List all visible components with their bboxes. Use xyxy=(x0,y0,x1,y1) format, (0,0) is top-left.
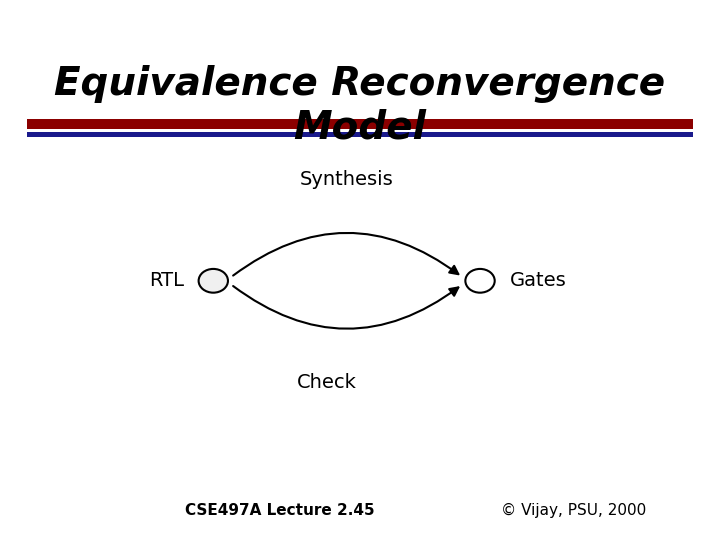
FancyBboxPatch shape xyxy=(27,119,693,129)
Circle shape xyxy=(199,269,228,293)
Text: Equivalence Reconvergence
Model: Equivalence Reconvergence Model xyxy=(55,65,665,147)
Text: Check: Check xyxy=(297,373,356,392)
Text: CSE497A Lecture 2.45: CSE497A Lecture 2.45 xyxy=(185,503,375,518)
Text: © Vijay, PSU, 2000: © Vijay, PSU, 2000 xyxy=(501,503,646,518)
Text: Synthesis: Synthesis xyxy=(300,170,394,189)
Text: RTL: RTL xyxy=(149,271,184,291)
FancyBboxPatch shape xyxy=(27,132,693,137)
Text: Gates: Gates xyxy=(509,271,566,291)
Circle shape xyxy=(465,269,495,293)
